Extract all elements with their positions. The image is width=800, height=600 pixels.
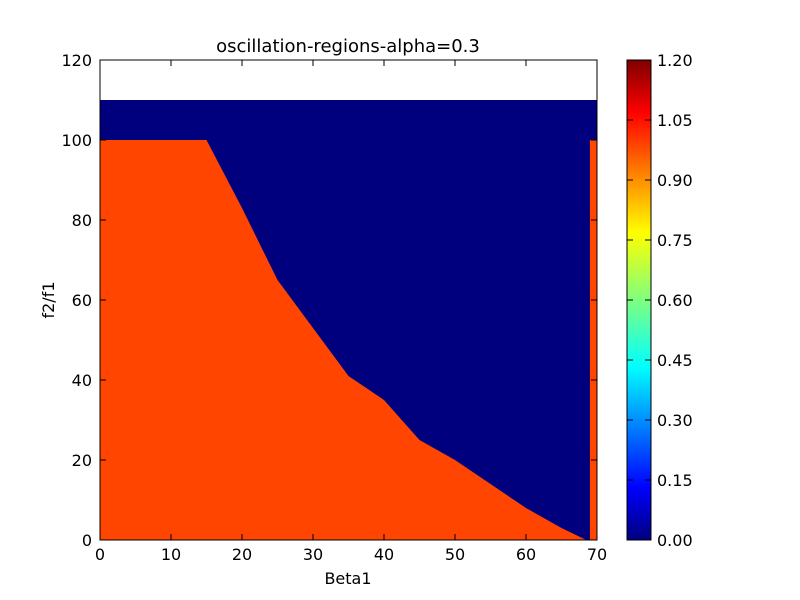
x-tick-label: 10 (161, 545, 181, 564)
x-axis: 0 10 20 30 40 50 60 70 (95, 60, 607, 564)
heatmap-plot (100, 60, 597, 540)
colorbar-tick-label: 0.30 (657, 411, 693, 430)
y-tick-label: 80 (72, 211, 92, 230)
y-tick-label: 120 (61, 51, 92, 70)
x-tick-label: 0 (95, 545, 105, 564)
y-tick-label: 60 (72, 291, 92, 310)
colorbar-tick-label: 1.05 (657, 111, 693, 130)
high-value-region (100, 140, 590, 540)
x-tick-label: 60 (516, 545, 536, 564)
chart-title: oscillation-regions-alpha=0.3 (216, 36, 480, 57)
colorbar-tick-label: 0.45 (657, 351, 693, 370)
colorbar-tick-label: 0.60 (657, 291, 693, 310)
y-tick-label: 20 (72, 451, 92, 470)
y-tick-label: 0 (82, 531, 92, 550)
y-axis-title: f2/f1 (39, 281, 58, 318)
colorbar-tick-label: 1.20 (657, 51, 693, 70)
x-tick-label: 30 (303, 545, 323, 564)
y-axis: 0 20 40 60 80 100 120 (61, 51, 597, 550)
colorbar-tick-label: 0.75 (657, 231, 693, 250)
x-tick-label: 40 (374, 545, 394, 564)
colorbar-axis: 0.00 0.15 0.30 0.45 0.60 0.75 0.90 1.05 1.20 (627, 51, 693, 550)
y-tick-label: 40 (72, 371, 92, 390)
x-tick-label: 50 (445, 545, 465, 564)
y-tick-label: 100 (61, 131, 92, 150)
colorbar-tick-label: 0.00 (657, 531, 693, 550)
x-axis-title: Beta1 (324, 569, 371, 588)
colorbar-tick-label: 0.15 (657, 471, 693, 490)
x-tick-label: 20 (232, 545, 252, 564)
right-edge-column (589, 140, 597, 540)
x-tick-label: 70 (587, 545, 607, 564)
colorbar-tick-label: 0.90 (657, 171, 693, 190)
